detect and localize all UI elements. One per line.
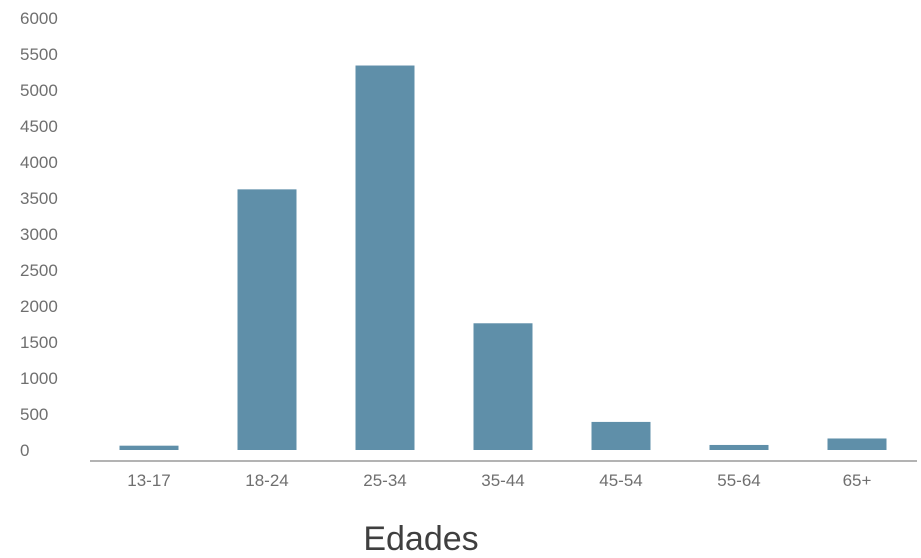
y-tick-label: 1000	[20, 369, 58, 388]
y-tick-label: 2000	[20, 297, 58, 316]
y-tick-label: 5000	[20, 81, 58, 100]
x-axis-title: Edades	[363, 520, 478, 558]
y-tick-label: 6000	[20, 9, 58, 28]
y-axis-tick-labels: 0 500 1000 1500 2000 2500 3000 3500 4000 4500 5000…	[20, 9, 58, 460]
y-tick-label: 5500	[20, 45, 58, 64]
bar-13-17	[119, 445, 179, 450]
x-tick-label: 35-44	[481, 471, 524, 490]
x-tick-label: 45-54	[599, 471, 642, 490]
y-tick-label: 1500	[20, 333, 58, 352]
bar-35-44	[473, 323, 533, 450]
bars	[119, 65, 887, 451]
y-tick-label: 500	[20, 405, 48, 424]
x-tick-label: 13-17	[127, 471, 170, 490]
x-tick-label: 55-64	[717, 471, 760, 490]
y-tick-label: 4000	[20, 153, 58, 172]
bar-25-34	[355, 65, 415, 451]
x-axis-tick-labels: 13-17 18-24 25-34 35-44 45-54 55-64 65+	[127, 471, 871, 490]
y-tick-label: 4500	[20, 117, 58, 136]
bar-45-54	[591, 421, 651, 450]
x-tick-label: 25-34	[363, 471, 406, 490]
y-tick-label: 3000	[20, 225, 58, 244]
bar-55-64	[709, 444, 769, 450]
y-tick-label: 2500	[20, 261, 58, 280]
bar-65+	[827, 438, 887, 450]
y-tick-label: 3500	[20, 189, 58, 208]
bar-18-24	[237, 189, 297, 451]
x-tick-label: 18-24	[245, 471, 288, 490]
x-tick-label: 65+	[843, 471, 872, 490]
y-tick-label: 0	[20, 441, 29, 460]
